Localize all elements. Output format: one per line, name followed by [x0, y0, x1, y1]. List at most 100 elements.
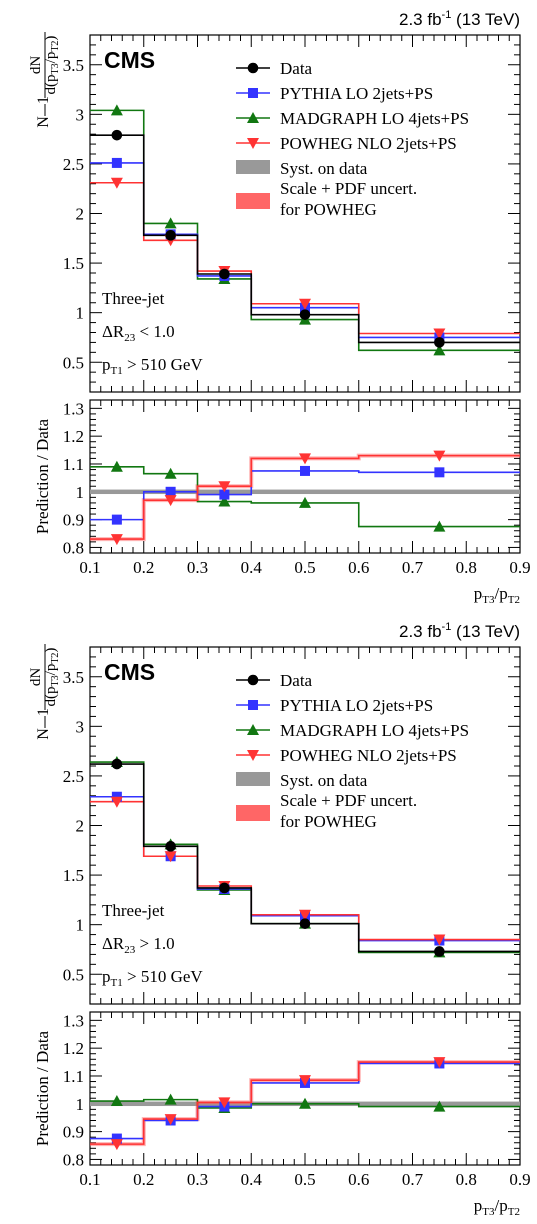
main-point-data	[219, 882, 230, 894]
xtick-label: 0.6	[348, 1170, 369, 1189]
main-point-data	[111, 758, 123, 770]
main-point-data	[299, 918, 311, 929]
ratio-y-axis-label: Prediction / Data	[33, 1030, 52, 1146]
main-ytick-label: 3.5	[63, 668, 84, 687]
main-point-powheg	[299, 298, 311, 310]
ratio-point-powheg	[164, 1114, 177, 1126]
ratio-point-madgraph	[433, 520, 446, 532]
main-point-madgraph	[433, 344, 446, 356]
main-point-powheg	[299, 909, 311, 921]
ratio-point-pythia	[219, 489, 230, 500]
legend-label-scale-line1: Scale + PDF uncert.	[280, 179, 417, 198]
main-point-data	[165, 841, 176, 852]
ratio-point-powheg	[299, 453, 311, 465]
main-ytick-label: 3	[76, 717, 85, 736]
main-point-madgraph	[110, 104, 123, 116]
xtick-label: 0.8	[456, 1170, 477, 1189]
main-point-powheg	[433, 934, 446, 946]
ratio-point-powheg	[164, 495, 177, 507]
main-ytick-label: 1.5	[63, 254, 84, 273]
ylabel-dn: dN	[28, 56, 44, 75]
ratio-point-pythia	[300, 465, 310, 476]
legend-label-pythia: PYTHIA LO 2jets+PS	[280, 84, 433, 103]
ratio-ytick-label: 0.8	[63, 538, 84, 557]
selection-delta-r: ΔR23 < 1.0	[102, 322, 175, 344]
legend-marker-data	[247, 62, 259, 74]
xtick-label: 0.7	[402, 1170, 424, 1189]
x-axis-label: pT3/pT2	[474, 584, 520, 606]
legend-label-powheg: POWHEG NLO 2jets+PS	[280, 134, 457, 153]
ratio-ytick-label: 1.2	[63, 427, 84, 446]
main-ytick-label: 2.5	[63, 155, 84, 174]
legend-marker-pythia	[248, 700, 258, 710]
legend: Data PYTHIA LO 2jets+PS MADGRAPH LO 4jets+…	[236, 671, 469, 831]
xtick-label: 0.6	[348, 558, 369, 577]
ylabel-one: 1	[35, 96, 52, 104]
xtick-label: 0.1	[79, 558, 100, 577]
ratio-ytick-label: 1.3	[63, 399, 84, 418]
selection-three-jet: Three-jet	[102, 289, 165, 308]
ratio-ytick-label: 1	[76, 1095, 85, 1114]
cms-label: CMS	[104, 659, 155, 685]
ratio-ytick-label: 0.9	[63, 511, 84, 530]
legend-label-syst: Syst. on data	[280, 159, 368, 178]
main-ytick-label: 0.5	[63, 965, 84, 984]
legend-marker-pythia	[248, 88, 258, 98]
ratio-point-madgraph	[110, 460, 123, 472]
legend-marker-madgraph	[247, 724, 259, 735]
legend-label-syst: Syst. on data	[280, 771, 368, 790]
ylabel-dpt: d(pT3/pT2)	[43, 36, 61, 95]
x-axis-label: pT3/pT2	[474, 1196, 520, 1218]
ratio-point-madgraph	[164, 1093, 177, 1105]
ratio-point-powheg	[299, 1075, 311, 1087]
ratio-syst-band	[90, 489, 520, 495]
legend-label-pythia: PYTHIA LO 2jets+PS	[280, 696, 433, 715]
main-ytick-label: 1.5	[63, 866, 84, 885]
main-point-data	[434, 337, 445, 348]
legend-marker-madgraph	[247, 112, 259, 123]
xtick-label: 0.3	[187, 558, 208, 577]
ratio-ytick-label: 1.1	[63, 455, 84, 474]
legend-swatch-scale	[236, 805, 270, 821]
lumi-label: 2.3 fb-1 (13 TeV)	[399, 9, 520, 29]
xtick-label: 0.9	[509, 1170, 530, 1189]
legend-label-madgraph: MADGRAPH LO 4jets+PS	[280, 109, 469, 128]
main-ytick-label: 0.5	[63, 353, 84, 372]
legend-label-scale-line2: for POWHEG	[280, 200, 377, 219]
main-ytick-label: 2	[76, 817, 85, 836]
ratio-point-madgraph	[218, 495, 231, 507]
legend-label-data: Data	[280, 59, 313, 78]
ratio-point-madgraph	[110, 1095, 123, 1107]
ratio-point-powheg	[433, 450, 446, 462]
ratio-point-pythia	[165, 486, 176, 497]
ylabel-n: N	[35, 728, 52, 740]
ylabel-one: 1	[35, 708, 52, 716]
main-point-powheg	[110, 796, 123, 808]
main-point-data	[111, 129, 123, 141]
main-ytick-label: 1	[76, 304, 85, 323]
xtick-label: 0.2	[133, 558, 154, 577]
ratio-ytick-label: 0.9	[63, 1123, 84, 1142]
legend-label-madgraph: MADGRAPH LO 4jets+PS	[280, 721, 469, 740]
xtick-label: 0.4	[241, 1170, 263, 1189]
xtick-label: 0.3	[187, 1170, 208, 1189]
legend-swatch-syst	[236, 160, 270, 174]
main-point-madgraph	[164, 217, 177, 229]
ratio-ytick-label: 0.8	[63, 1150, 84, 1169]
xtick-label: 0.7	[402, 558, 424, 577]
legend-swatch-scale	[236, 193, 270, 209]
lumi-label: 2.3 fb-1 (13 TeV)	[399, 621, 520, 641]
xtick-label: 0.2	[133, 1170, 154, 1189]
ylabel-dpt: d(pT3/pT2)	[43, 648, 61, 707]
ratio-point-madgraph	[299, 1097, 311, 1109]
ratio-point-powheg	[218, 1097, 231, 1109]
main-point-powheg	[164, 851, 177, 863]
cms-label: CMS	[104, 47, 155, 73]
ylabel-dn: dN	[28, 668, 44, 687]
legend-marker-powheg	[247, 138, 259, 149]
ratio-point-pythia	[111, 514, 122, 525]
